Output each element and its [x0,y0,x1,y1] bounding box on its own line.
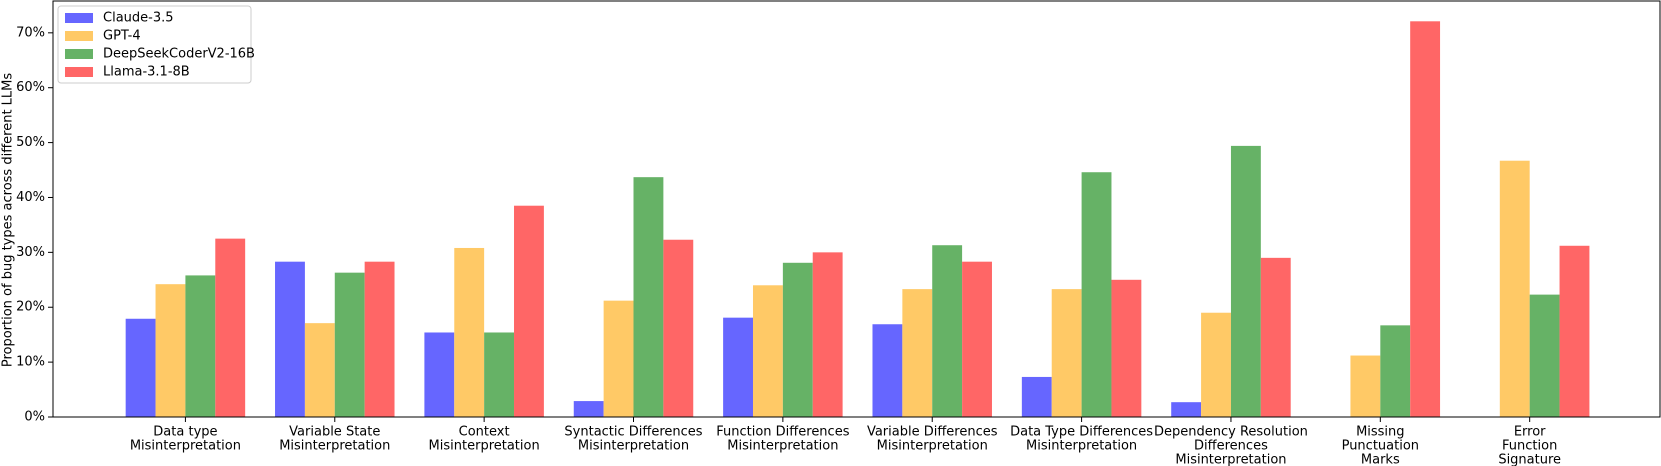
x-tick-label: Differences [1194,439,1268,454]
bar [1051,289,1082,417]
x-tick-label: Misinterpretation [279,439,390,454]
bar [663,239,694,417]
bar [962,261,992,417]
x-tick-label: Misinterpretation [877,439,988,454]
legend-swatch [65,31,93,41]
bar [424,332,455,417]
x-tick-label: Error [1514,425,1546,440]
x-tick-label: Misinterpretation [727,439,838,454]
bar [573,401,604,417]
x-tick-label: Data Type Differences [1010,425,1153,440]
bar [812,252,843,417]
bar [484,332,515,417]
bar [514,205,544,417]
bar [603,300,634,417]
bar [1230,145,1261,418]
bar [1529,294,1560,417]
bar [1201,312,1231,417]
x-tick-label: Misinterpretation [1175,453,1286,466]
x-tick-label: Context [459,425,510,440]
bar [872,324,903,417]
plot-frame [52,0,1661,418]
y-tick-label: 20% [16,300,45,315]
y-tick-label: 50% [16,135,45,150]
x-tick-label: Misinterpretation [130,439,241,454]
y-tick-label: 10% [16,355,45,370]
legend-label: GPT-4 [103,29,141,44]
y-tick-label: 70% [16,25,45,40]
legend-box [57,5,252,84]
bar [1410,21,1441,418]
y-tick-label: 60% [16,80,45,95]
legend-label: Claude-3.5 [103,11,174,26]
bar [1499,160,1530,418]
bar [633,177,664,417]
x-tick-label: Data type [153,425,217,440]
bar [1350,355,1381,417]
x-tick-label: Variable Differences [867,425,998,440]
bar [1111,279,1142,417]
bar [1081,172,1112,417]
bar [1559,245,1590,417]
x-tick-label: Signature [1498,453,1561,466]
bar [275,261,305,417]
legend-swatch [65,67,93,77]
y-tick-label: 30% [16,245,45,260]
x-tick-label: Misinterpretation [429,439,540,454]
x-tick-label: Function [1502,439,1557,454]
x-tick-label: Function Differences [716,425,849,440]
bar [155,284,186,417]
legend-label: Llama-3.1-8B [103,65,190,80]
x-tick-label: Misinterpretation [578,439,689,454]
y-axis-label: Proportion of bug types across different… [1,73,16,368]
legend-label: DeepSeekCoderV2-16B [103,47,255,62]
x-tick-label: Misinterpretation [1026,439,1137,454]
y-tick-label: 0% [24,410,45,425]
bar [185,275,216,417]
x-tick-label: Variable State [289,425,380,440]
bar [334,272,365,417]
bar [1380,325,1411,417]
bar [723,317,753,417]
bar [454,247,485,417]
x-tick-label: Dependency Resolution [1154,425,1308,440]
x-tick-label: Marks [1361,453,1400,466]
bar [782,262,813,417]
legend-swatch [65,49,93,59]
bar [215,238,246,417]
bar [932,245,963,417]
x-tick-label: Missing [1356,425,1404,440]
x-tick-label: Punctuation [1342,439,1419,454]
y-tick-label: 40% [16,190,45,205]
bar [304,323,335,417]
bar [1171,402,1202,417]
bar [1021,376,1052,417]
legend-swatch [65,13,93,23]
bar [364,261,395,417]
bar [125,318,156,417]
bar [1260,257,1291,417]
x-tick-label: Syntactic Differences [564,425,702,440]
bar [902,289,933,417]
bar [752,285,783,417]
